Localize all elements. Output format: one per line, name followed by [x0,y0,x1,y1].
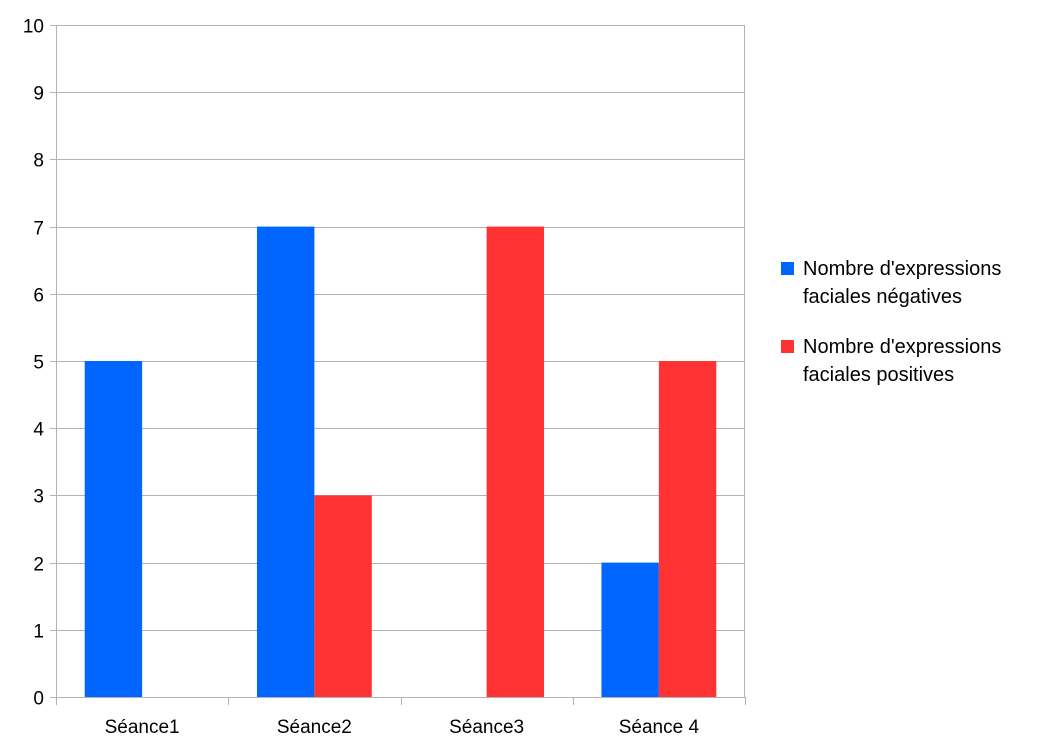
legend-swatch-negative [781,262,794,275]
y-tick-label: 0 [33,689,44,710]
y-tick-label: 9 [33,84,44,105]
bars [84,226,717,697]
y-tick-label: 1 [33,622,44,643]
bar-positive-2 [314,495,372,697]
y-tick-label: 6 [33,286,44,307]
y-tick-label: 8 [33,151,44,172]
y-tick-label: 2 [33,555,44,576]
legend: Nombre d'expressions faciales négatives No… [781,258,1001,386]
bar-negative-1 [84,361,143,697]
legend-label: faciales négatives [803,286,962,308]
x-category-label: Séance3 [449,717,524,738]
legend-swatch-positive [781,340,794,353]
y-tick-label: 4 [33,420,44,441]
bar-negative-2 [256,226,315,697]
y-tick-label: 7 [33,219,44,240]
legend-label: Nombre d'expressions [803,258,1001,280]
axes [50,25,746,705]
y-tick-label: 10 [23,17,44,38]
bar-positive-3 [486,226,545,697]
plot-area-border [56,25,745,698]
bar-negative-4 [601,562,659,697]
y-tick-labels: 0 1 2 3 4 5 6 7 8 9 10 [23,17,45,710]
y-tick-label: 3 [33,487,44,508]
x-category-label: Séance 4 [619,717,700,738]
x-category-labels: Séance1 Séance2 Séance3 Séance 4 [105,717,700,738]
legend-label: Nombre d'expressions [803,336,1001,358]
bar-positive-4 [658,361,717,697]
y-tick-label: 5 [33,353,44,374]
x-category-label: Séance1 [105,717,180,738]
legend-label: faciales positives [803,364,954,386]
x-category-label: Séance2 [277,717,352,738]
